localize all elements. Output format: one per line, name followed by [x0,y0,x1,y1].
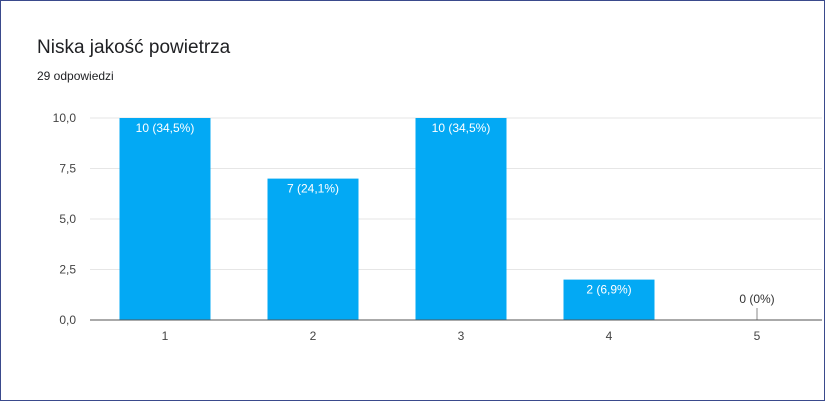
bar-data-label: 7 (24,1%) [287,182,339,196]
y-tick-label: 0,0 [59,313,76,327]
x-tick-label: 3 [458,329,465,343]
bar[interactable] [415,118,507,320]
x-tick-label: 1 [162,329,169,343]
bar[interactable] [267,178,359,320]
bar-data-label: 2 (6,9%) [586,283,631,297]
x-tick-label: 2 [310,329,317,343]
x-tick-label: 5 [754,329,761,343]
y-tick-label: 5,0 [59,212,76,226]
bar-data-label: 0 (0%) [739,292,774,306]
bar-data-label: 10 (34,5%) [432,121,491,135]
response-count: 29 odpowiedzi [37,69,114,83]
bar-data-label: 10 (34,5%) [136,121,195,135]
y-tick-label: 7,5 [59,162,76,176]
bar[interactable] [119,118,211,320]
y-tick-label: 10,0 [53,111,77,125]
chart-title: Niska jakość powietrza [37,37,231,58]
bar[interactable] [563,279,655,320]
x-tick-label: 4 [606,329,613,343]
y-tick-label: 2,5 [59,263,76,277]
